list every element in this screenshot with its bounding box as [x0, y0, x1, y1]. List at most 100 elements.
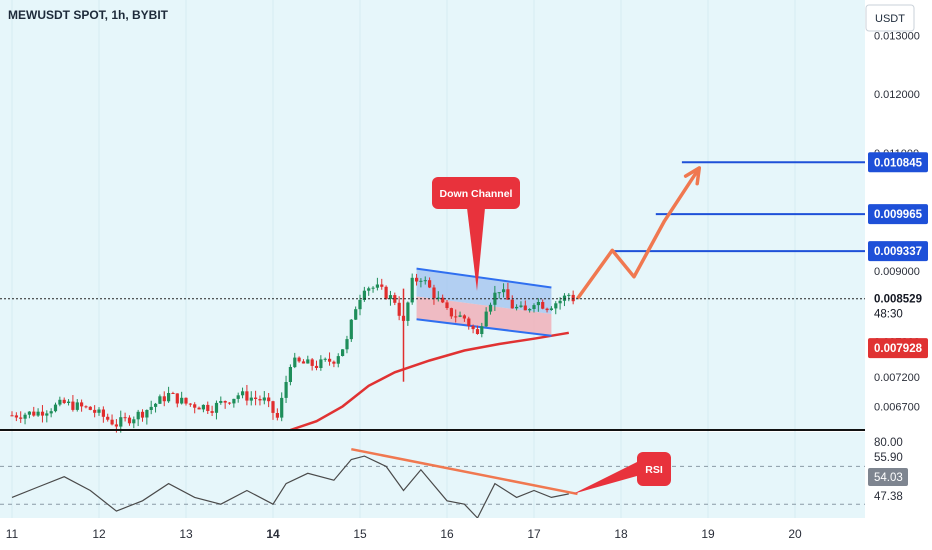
channel-upper-border	[416, 267, 552, 289]
candle-body	[114, 424, 118, 427]
candle-body	[436, 297, 440, 299]
candle-body	[367, 288, 371, 291]
candle-body	[545, 308, 549, 311]
rsi-callout-box	[637, 452, 671, 486]
ma-price-label: 0.007928	[874, 343, 923, 355]
callouts: Down Channel RSI	[432, 177, 671, 494]
time-tick-label: 20	[788, 527, 802, 541]
rsi-value-tag	[868, 468, 908, 486]
candle-body	[162, 396, 166, 402]
channel-upper-zone	[416, 268, 552, 315]
candle-body	[84, 406, 88, 408]
candle-body	[415, 277, 419, 282]
candle-body	[40, 411, 45, 416]
candle-body	[358, 299, 362, 310]
candle-body	[515, 306, 519, 309]
candle-body	[180, 397, 184, 404]
candle-body	[45, 413, 49, 416]
candle-body	[110, 419, 114, 425]
candle-body	[197, 407, 201, 410]
candle-body	[280, 397, 284, 418]
candle-body	[467, 318, 471, 326]
candle-body	[188, 403, 192, 405]
candle-body	[562, 295, 567, 301]
candle-body	[528, 309, 532, 311]
time-tick-label: 15	[353, 527, 367, 541]
candle-body	[441, 297, 445, 303]
moving-average	[290, 331, 570, 432]
candle-body	[271, 401, 275, 413]
candle-body	[236, 395, 240, 399]
candle-body	[319, 359, 323, 368]
candle-body	[371, 287, 375, 289]
rsi-indicator	[0, 447, 865, 520]
rsi-pane-background	[0, 432, 865, 518]
candle-body	[258, 399, 262, 401]
candle-body	[154, 403, 158, 407]
candle-body	[140, 411, 145, 418]
candle-body	[536, 302, 540, 306]
candle-body	[80, 402, 84, 407]
candle-body	[471, 326, 475, 330]
candle-body	[541, 302, 545, 309]
candle-body	[58, 399, 62, 405]
candle-body	[136, 411, 140, 420]
price-tick-label: 0.013000	[874, 30, 920, 42]
candle-body	[149, 406, 153, 410]
candle-body	[206, 404, 210, 411]
candle-body	[232, 398, 236, 404]
time-tick-label: 16	[440, 527, 454, 541]
candle-body	[245, 391, 249, 401]
candle-body	[332, 361, 336, 364]
candle-body	[380, 284, 384, 287]
price-axis[interactable]: 0.0130000.0120000.0110000.0090000.007800…	[865, 0, 932, 550]
candle-body	[53, 404, 58, 412]
down-channel-callout-pointer	[467, 208, 485, 291]
symbol-title: MEWUSDT SPOT, 1h, BYBIT	[8, 8, 169, 22]
candle-body	[288, 367, 292, 382]
candle-body	[119, 417, 123, 427]
rsi-level-label: 80.00	[874, 437, 903, 449]
currency-button[interactable]: USDT	[865, 4, 915, 32]
candle-body	[306, 359, 310, 364]
candle-body	[488, 304, 493, 312]
rsi-value-label: 54.03	[874, 472, 903, 484]
candle-body	[67, 401, 71, 403]
candle-body	[310, 359, 314, 366]
time-axis[interactable]: 11 12 13 14 15 16 17 18 19 20	[0, 518, 865, 550]
candle-body	[454, 316, 458, 318]
ma-line	[290, 331, 570, 432]
candle-body	[171, 393, 175, 394]
candle-body	[349, 319, 353, 340]
candle-body	[101, 409, 105, 417]
candle-body	[532, 305, 536, 309]
candle-body	[184, 397, 188, 404]
down-channel-callout-box	[432, 177, 520, 209]
time-tick-label: 14	[266, 527, 280, 541]
current-price-label: 0.008529	[874, 294, 922, 306]
candle-body	[432, 287, 436, 299]
price-tick-label: 0.006700	[874, 401, 920, 413]
target-price-tag	[868, 152, 928, 173]
current-price-tag	[868, 287, 928, 322]
rsi-callout-pointer	[573, 462, 637, 494]
candle-body	[10, 415, 14, 417]
candle-body	[127, 417, 132, 424]
ma-price-tag	[868, 338, 928, 359]
rsi-trendline	[351, 447, 578, 496]
rsi-callout-label: RSI	[645, 464, 663, 476]
price-tick-label: 0.009000	[874, 266, 920, 278]
candle-body	[449, 308, 453, 317]
target-price-label: 0.010845	[874, 157, 923, 169]
down-channel-label: Down Channel	[440, 188, 513, 200]
candle-body	[219, 401, 223, 403]
candle-body	[201, 404, 205, 410]
price-tick-label: 0.012000	[874, 89, 920, 101]
candle-body	[123, 417, 127, 419]
candle-body	[506, 289, 510, 300]
candle-body	[510, 299, 514, 309]
candle-body	[410, 277, 414, 303]
candle-body	[484, 311, 488, 327]
